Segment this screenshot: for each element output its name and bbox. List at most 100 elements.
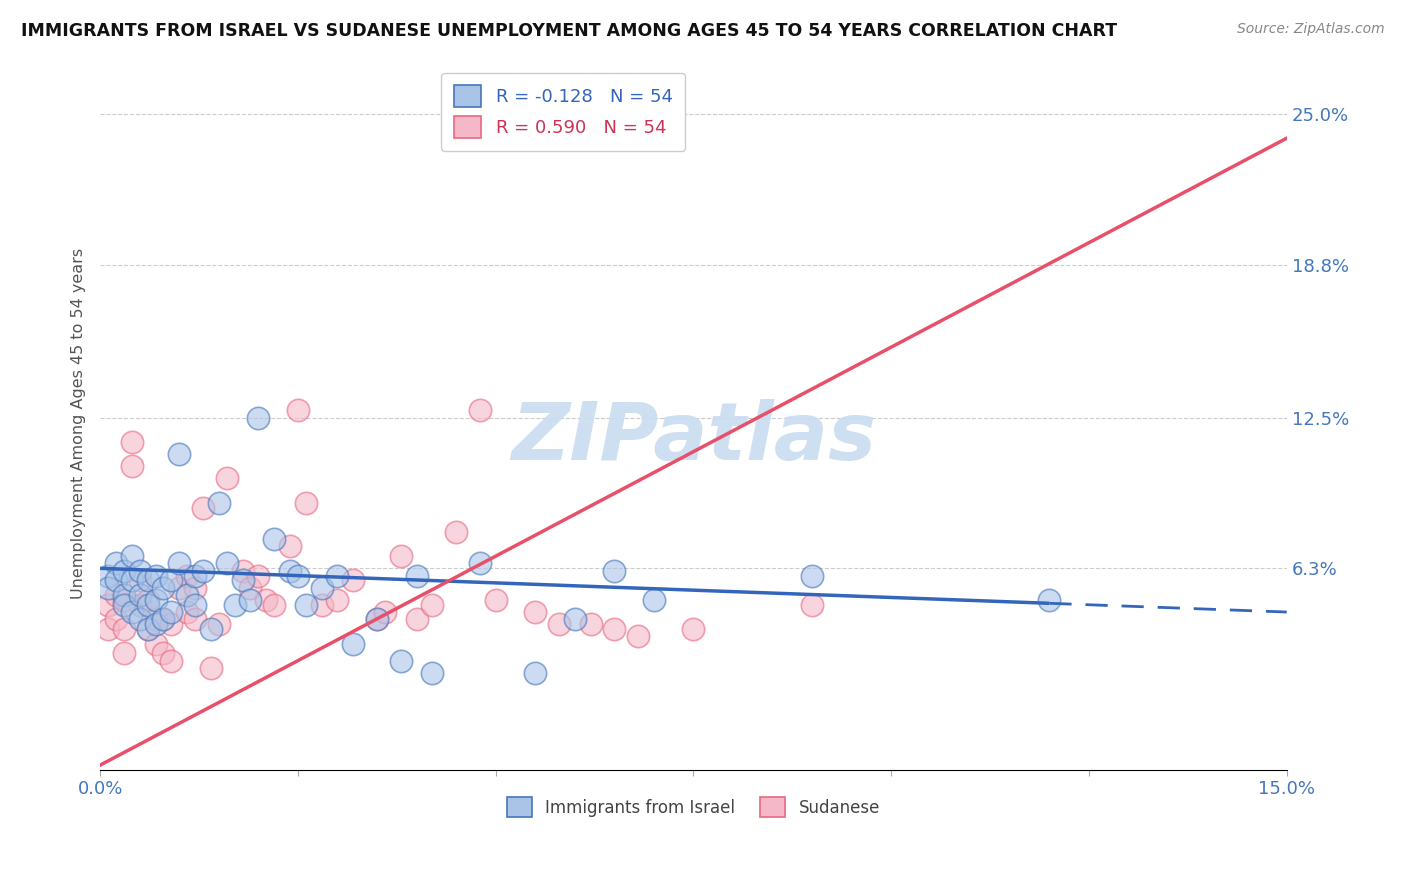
Point (121, 574, 143, 588)
Point (326, 568, 349, 582)
Point (311, 598, 333, 612)
Point (136, 574, 159, 588)
Point (167, 557, 190, 571)
Point (239, 593, 262, 607)
Point (215, 471, 238, 485)
Point (136, 622, 159, 636)
Point (231, 574, 253, 588)
Point (627, 629, 650, 643)
Text: Source: ZipAtlas.com: Source: ZipAtlas.com (1237, 22, 1385, 37)
Point (104, 557, 127, 571)
Point (145, 612, 167, 626)
Point (294, 496, 316, 510)
Point (564, 612, 586, 626)
Point (374, 605, 396, 619)
Point (184, 612, 207, 626)
Point (215, 557, 238, 571)
Point (121, 549, 143, 563)
Point (152, 581, 174, 595)
Text: ZIPatlas: ZIPatlas (510, 399, 876, 476)
Point (278, 564, 301, 578)
Point (145, 637, 167, 651)
Point (104, 612, 127, 626)
Point (342, 637, 364, 651)
Point (389, 549, 412, 563)
Point (160, 617, 183, 632)
Point (167, 447, 190, 461)
Point (208, 496, 231, 510)
Point (160, 605, 183, 619)
Point (422, 665, 444, 680)
Point (128, 588, 150, 602)
Point (112, 598, 135, 612)
Point (176, 568, 198, 582)
Point (184, 598, 207, 612)
Point (176, 605, 198, 619)
Point (405, 568, 427, 582)
Point (128, 612, 150, 626)
Point (145, 593, 167, 607)
Point (145, 617, 167, 632)
Point (97, 598, 120, 612)
Legend: Immigrants from Israel, Sudanese: Immigrants from Israel, Sudanese (501, 790, 887, 824)
Point (239, 581, 262, 595)
Point (263, 532, 285, 546)
Point (121, 459, 143, 474)
Point (184, 568, 207, 582)
Point (287, 403, 309, 417)
Point (184, 581, 207, 595)
Point (112, 564, 135, 578)
Point (104, 574, 127, 588)
Point (97, 581, 120, 595)
Point (136, 622, 159, 636)
Point (263, 598, 285, 612)
Point (121, 434, 143, 449)
Point (191, 500, 214, 515)
Point (167, 581, 190, 595)
Point (247, 568, 270, 582)
Point (152, 612, 174, 626)
Point (128, 574, 150, 588)
Point (485, 593, 508, 607)
Point (389, 654, 412, 668)
Point (136, 593, 159, 607)
Point (603, 622, 626, 636)
Point (422, 598, 444, 612)
Point (112, 622, 135, 636)
Point (128, 598, 150, 612)
Point (200, 622, 222, 636)
Point (366, 612, 388, 626)
Point (278, 540, 301, 554)
Point (128, 564, 150, 578)
Point (468, 403, 491, 417)
Point (579, 617, 602, 632)
Point (136, 598, 159, 612)
Point (548, 617, 571, 632)
Point (208, 617, 231, 632)
Point (160, 574, 183, 588)
Point (231, 564, 253, 578)
Point (160, 654, 183, 668)
Point (801, 568, 824, 582)
Point (112, 646, 135, 660)
Point (468, 557, 491, 571)
Point (405, 612, 427, 626)
Point (603, 564, 626, 578)
Y-axis label: Unemployment Among Ages 45 to 54 years: Unemployment Among Ages 45 to 54 years (72, 248, 86, 599)
Point (200, 661, 222, 675)
Point (342, 574, 364, 588)
Point (287, 568, 309, 582)
Point (121, 605, 143, 619)
Text: IMMIGRANTS FROM ISRAEL VS SUDANESE UNEMPLOYMENT AMONG AGES 45 TO 54 YEARS CORREL: IMMIGRANTS FROM ISRAEL VS SUDANESE UNEMP… (21, 22, 1118, 40)
Point (311, 581, 333, 595)
Point (104, 588, 127, 602)
Point (326, 593, 349, 607)
Point (294, 598, 316, 612)
Point (801, 598, 824, 612)
Point (97, 622, 120, 636)
Point (1038, 593, 1060, 607)
Point (682, 622, 704, 636)
Point (247, 410, 270, 425)
Point (191, 564, 214, 578)
Point (224, 598, 246, 612)
